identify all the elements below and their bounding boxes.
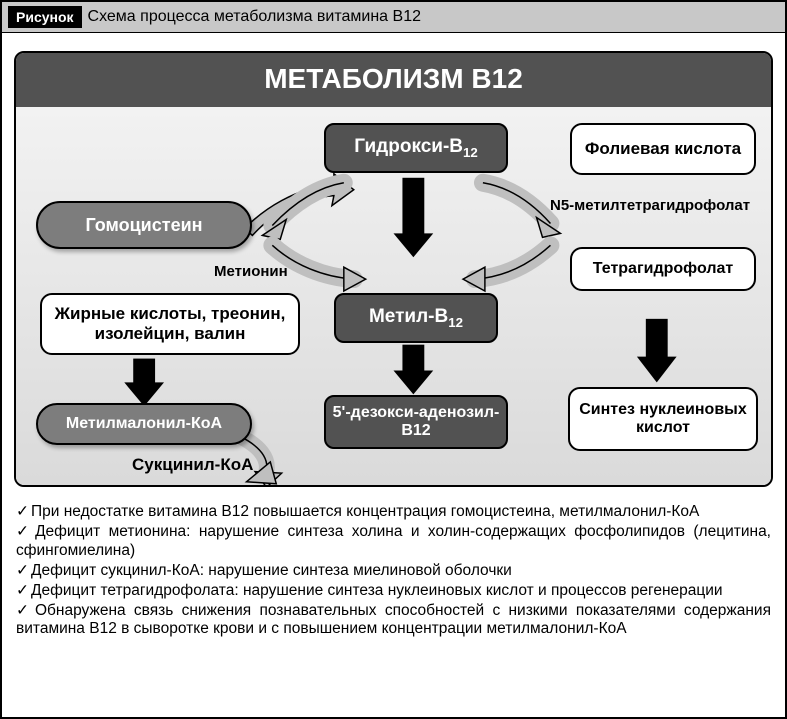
bullet-item: ✓При недостатке витамина В12 повышается … <box>16 503 771 522</box>
bullets-list: ✓При недостатке витамина В12 повышается … <box>2 497 785 648</box>
node-hydroxy-label: Гидрокси-В <box>354 136 463 157</box>
arrow-gray-left-out <box>244 174 353 236</box>
gray-arrow-right-out <box>483 183 560 238</box>
caption-bar: Рисунок Схема процесса метаболизма витам… <box>2 2 785 33</box>
bullet-text: Обнаружена связь снижения познавательных… <box>16 602 771 638</box>
node-synth: Синтез нуклеиновых кислот <box>568 387 758 451</box>
gray-arrow-left-out <box>262 183 343 240</box>
node-fatty: Жирные кислоты, треонин, изолейцин, вали… <box>40 293 300 355</box>
check-icon: ✓ <box>16 523 33 540</box>
node-hydroxy-sub: 12 <box>463 145 478 160</box>
label-n5: N5-метилтетрагидрофолат <box>550 197 750 214</box>
check-icon: ✓ <box>16 602 33 619</box>
check-icon: ✓ <box>16 503 29 520</box>
bullet-item: ✓Обнаружена связь снижения познавательны… <box>16 602 771 640</box>
node-hydroxy: Гидрокси-В12 <box>324 123 508 173</box>
node-methyl: Метил-В12 <box>334 293 498 343</box>
node-mma: Метилмалонил-КоА <box>36 403 252 445</box>
node-deoxy: 5'-дезокси-аденозил-В12 <box>324 395 508 449</box>
label-succinyl: Сукцинил-КоА <box>132 455 253 475</box>
figure-badge: Рисунок <box>8 6 82 28</box>
arrow-methyl-deoxy <box>394 345 434 395</box>
figure-container: Рисунок Схема процесса метаболизма витам… <box>0 0 787 719</box>
node-tetra: Тетрагидрофолат <box>570 247 756 291</box>
bullet-item: ✓Дефицит тетрагидрофолата: нарушение син… <box>16 582 771 601</box>
bullet-item: ✓Дефицит метионина: нарушение синтеза хо… <box>16 523 771 561</box>
node-methyl-label: Метил-В <box>369 306 448 327</box>
figure-caption: Схема процесса метаболизма витамина В12 <box>88 8 421 26</box>
label-methionine: Метионин <box>214 263 288 280</box>
check-icon: ✓ <box>16 582 29 599</box>
diagram-area: Гидрокси-В12 Фолиевая кислота Гомоцистеи… <box>16 107 771 485</box>
node-methyl-sub: 12 <box>448 315 463 330</box>
arrow-tetra-synth <box>637 319 677 383</box>
node-homocys: Гомоцистеин <box>36 201 252 249</box>
bullet-text: Дефицит метионина: нарушение синтеза хол… <box>16 523 771 559</box>
bullet-text: Дефицит сукцинил-КоА: нарушение синтеза … <box>31 562 512 579</box>
node-folic: Фолиевая кислота <box>570 123 756 175</box>
diagram-title: МЕТАБОЛИЗМ В12 <box>16 53 771 107</box>
check-icon: ✓ <box>16 562 29 579</box>
bullet-text: Дефицит тетрагидрофолата: нарушение синт… <box>31 582 723 599</box>
arrow-hydroxy-methyl <box>394 178 434 257</box>
bullet-text: При недостатке витамина В12 повышается к… <box>31 503 699 520</box>
arrow-fatty-mma <box>124 359 164 407</box>
gray-arrow-right-return <box>463 245 550 291</box>
main-panel: МЕТАБОЛИЗМ В12 <box>14 51 773 487</box>
bullet-item: ✓Дефицит сукцинил-КоА: нарушение синтеза… <box>16 562 771 581</box>
